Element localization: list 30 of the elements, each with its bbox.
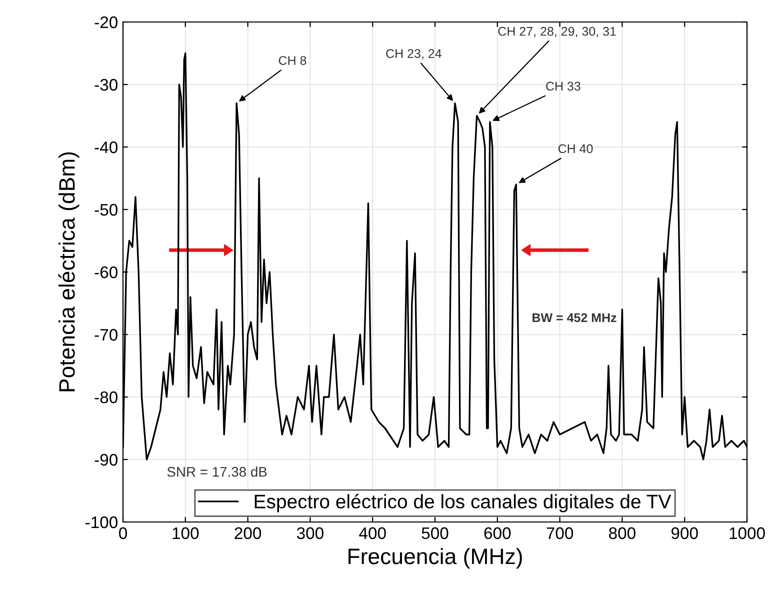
y-tick-label: -20 [94, 16, 118, 28]
annotation: BW = 452 MHz [532, 313, 616, 322]
y-tick-label: -90 [94, 454, 118, 466]
x-tick-label: 600 [484, 527, 511, 540]
x-tick-label: 400 [359, 527, 386, 540]
x-tick-label: 100 [172, 527, 199, 540]
legend-label: Espectro eléctrico de los canales digitales de TV [254, 494, 672, 512]
x-tick-label: 300 [296, 527, 324, 540]
x-tick-label: 700 [546, 527, 574, 540]
x-tick-label: 1000 [730, 527, 765, 540]
annotation: CH 40 [558, 144, 593, 154]
x-axis-title: Frecuencia (MHz) [348, 548, 522, 569]
x-tick-label: 500 [422, 527, 448, 540]
y-axis-title: Potencia eléctrica (dBm) [58, 152, 80, 392]
annotation: CH 27, 28, 29, 30, 31 [498, 26, 616, 38]
annotation: CH 33 [546, 82, 580, 91]
y-tick-label: -30 [94, 78, 118, 91]
y-tick-label: -80 [94, 391, 118, 404]
x-tick-label: 900 [671, 527, 698, 540]
annotation: CH 23, 24 [386, 49, 442, 60]
x-tick-label: 200 [234, 527, 262, 540]
x-tick-label: 800 [609, 527, 636, 540]
x-tick-label: 0 [119, 527, 127, 540]
annotation: SNR = 17.38 dB [167, 466, 267, 477]
y-tick-label: -50 [94, 204, 118, 216]
annotation: CH 8 [278, 56, 306, 65]
y-tick-label: -60 [94, 266, 118, 278]
y-tick-label: -40 [94, 141, 118, 154]
y-tick-label: -70 [94, 328, 118, 341]
y-tick-label: -100 [86, 516, 118, 528]
